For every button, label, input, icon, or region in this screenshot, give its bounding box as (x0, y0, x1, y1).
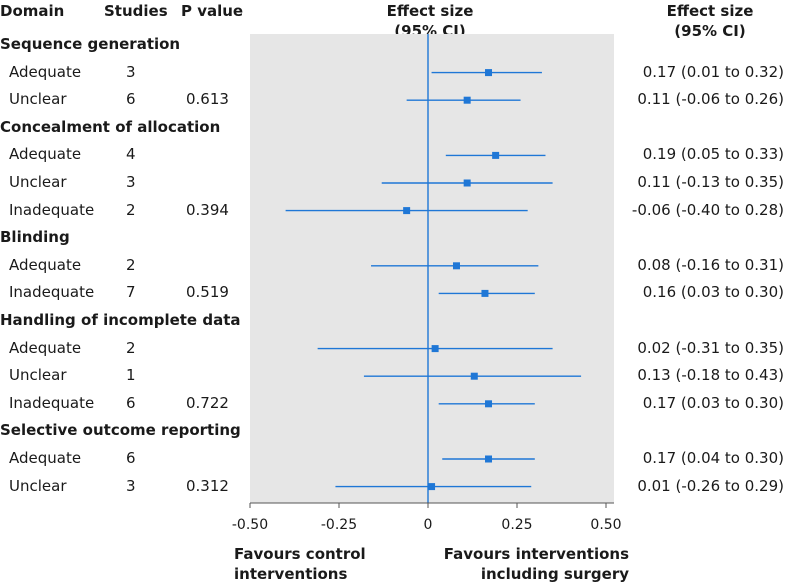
point-estimate (485, 69, 493, 77)
row-label: Inadequate (9, 393, 95, 412)
group-label: Blinding (0, 228, 70, 247)
studies-count: 6 (126, 90, 136, 109)
effect-size-text: 0.01 (-0.26 to 0.29) (637, 476, 784, 495)
point-estimate (431, 345, 439, 353)
point-estimate (485, 455, 493, 463)
p-value: 0.613 (186, 90, 229, 109)
row-label: Unclear (9, 476, 67, 495)
favours-interventions-label: Favours interventions including surgery (440, 544, 629, 584)
studies-count: 2 (126, 200, 136, 219)
point-estimate (470, 372, 478, 380)
effect-size-text: 0.17 (0.01 to 0.32) (642, 62, 784, 81)
group-label: Handling of incomplete data (0, 311, 241, 329)
row-label: Adequate (9, 62, 82, 81)
p-value: 0.394 (186, 200, 229, 219)
favours-control-label: Favours control interventions (234, 544, 366, 584)
row-label: Adequate (9, 255, 82, 274)
p-value: 0.519 (186, 283, 229, 302)
x-tick-label: -0.25 (321, 517, 357, 533)
plot-panel (250, 34, 614, 503)
header-effect-size-right-line2: (95% CI) (674, 22, 746, 40)
header-effect-size-right-line1: Effect size (666, 2, 754, 20)
effect-size-text: 0.13 (-0.18 to 0.43) (637, 366, 784, 385)
row-label: Adequate (9, 145, 82, 164)
row-label: Adequate (9, 338, 82, 357)
p-value: 0.312 (186, 476, 229, 495)
studies-count: 2 (126, 255, 136, 274)
group-label: Concealment of allocation (0, 117, 221, 136)
studies-count: 2 (126, 338, 136, 357)
group-label: Sequence generation (0, 35, 181, 53)
favours-interventions-line1: Favours interventions (443, 545, 629, 563)
studies-count: 3 (126, 62, 136, 81)
point-estimate (463, 179, 471, 187)
header-studies: Studies (104, 2, 168, 20)
x-tick-label: 0.50 (590, 517, 621, 533)
header-domain: Domain (0, 2, 65, 20)
x-tick-label: 0.25 (501, 517, 532, 533)
studies-count: 3 (126, 173, 136, 191)
row-label: Unclear (9, 366, 67, 385)
point-estimate (428, 483, 436, 491)
p-value: 0.722 (186, 393, 229, 412)
effect-size-text: 0.11 (-0.06 to 0.26) (637, 90, 784, 109)
point-estimate (481, 289, 489, 297)
x-tick-label: -0.50 (232, 517, 268, 533)
row-label: Adequate (9, 449, 82, 467)
studies-count: 1 (126, 366, 136, 385)
effect-size-text: 0.11 (-0.13 to 0.35) (637, 173, 784, 191)
effect-size-text: 0.17 (0.04 to 0.30) (642, 449, 784, 467)
favours-interventions-line2: including surgery (480, 565, 629, 583)
effect-size-text: 0.16 (0.03 to 0.30) (642, 283, 784, 302)
header-effect-size-line1: Effect size (386, 2, 474, 20)
favours-control-line2: interventions (234, 565, 348, 583)
point-estimate (403, 207, 411, 215)
group-label: Selective outcome reporting (0, 421, 241, 440)
header-pvalue: P value (181, 2, 244, 20)
header-effect-size-right: Effect size (95% CI) (625, 1, 790, 41)
studies-count: 6 (126, 393, 136, 412)
studies-count: 6 (126, 449, 136, 467)
effect-size-text: 0.17 (0.03 to 0.30) (642, 393, 784, 412)
row-label: Inadequate (9, 283, 95, 302)
effect-size-text: 0.08 (-0.16 to 0.31) (637, 255, 784, 274)
effect-size-text: 0.19 (0.05 to 0.33) (642, 145, 784, 164)
studies-count: 7 (126, 283, 136, 302)
x-tick-label: 0 (424, 517, 433, 533)
point-estimate (492, 151, 500, 159)
point-estimate (452, 262, 460, 270)
row-label: Unclear (9, 173, 67, 191)
studies-count: 4 (126, 145, 136, 164)
effect-size-text: 0.02 (-0.31 to 0.35) (637, 338, 784, 357)
point-estimate (485, 400, 493, 408)
effect-size-text: -0.06 (-0.40 to 0.28) (631, 200, 784, 219)
row-label: Unclear (9, 90, 67, 109)
studies-count: 3 (126, 476, 136, 495)
point-estimate (463, 96, 471, 104)
favours-control-line1: Favours control (234, 545, 366, 563)
row-label: Inadequate (9, 200, 95, 219)
